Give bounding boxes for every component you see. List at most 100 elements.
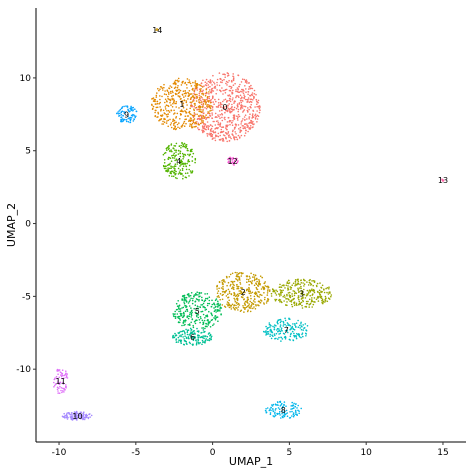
point [183,294,186,297]
point [208,91,210,93]
point [217,135,220,138]
point [170,171,173,173]
point [306,293,308,295]
point [182,122,185,124]
point [273,333,276,335]
point [227,160,230,163]
point [184,90,186,92]
point [211,84,213,86]
point [219,81,222,83]
point [297,404,300,407]
point [205,78,208,81]
point [189,120,192,123]
point [135,115,137,117]
point [124,118,126,121]
point [217,305,219,307]
point [211,97,214,100]
point [201,86,204,88]
point [207,103,209,106]
point [253,93,256,95]
point [208,112,210,114]
point [264,409,267,412]
point [167,148,170,151]
point [221,87,223,89]
point [221,79,224,82]
point [194,102,196,105]
point [177,306,180,308]
point [237,113,240,116]
point [269,326,271,328]
point [233,106,236,109]
point [57,392,59,394]
point [211,80,213,82]
y-tick-label: 0 [25,220,31,230]
point [312,280,315,282]
point [122,119,125,122]
point [242,305,244,307]
point [173,127,175,130]
point [178,95,181,98]
point [184,331,186,334]
point [220,130,222,133]
point [225,127,227,129]
point [252,126,254,128]
point [246,278,248,281]
point [228,79,230,82]
point [63,391,65,393]
point [185,144,188,146]
point [75,416,78,419]
point [253,89,256,92]
point [208,302,211,305]
point [181,124,184,126]
point [229,100,232,103]
point [281,338,284,340]
point [187,336,190,338]
point [211,112,213,114]
point [221,280,223,282]
point [269,413,272,416]
point [168,175,171,177]
point [85,413,88,416]
point [199,110,202,113]
point [257,115,260,117]
point [286,282,289,285]
point [62,381,64,384]
point [264,296,266,299]
point [202,110,204,112]
point [251,92,254,94]
point [183,99,186,101]
point [204,317,206,319]
point [291,295,294,298]
point [290,286,293,289]
point [178,315,181,318]
point [195,82,197,85]
point [211,303,214,306]
point [184,333,186,335]
point [66,418,69,420]
point [218,115,220,118]
point [300,407,303,410]
point [240,123,242,125]
cluster-8-points [264,400,303,419]
point [253,97,255,99]
point [194,80,197,82]
point [292,282,295,285]
point [204,299,207,302]
point [173,99,175,102]
point [218,296,220,299]
point [203,300,206,303]
point [283,300,285,302]
point [285,284,288,287]
point [293,332,295,335]
point [166,100,168,103]
cluster-label-14: 14 [152,26,162,35]
point [300,282,303,284]
point [276,290,279,293]
point [178,332,180,335]
point [316,282,319,285]
point [202,120,204,122]
point [213,323,215,325]
point [178,304,180,307]
point [237,119,239,121]
point [242,272,244,275]
